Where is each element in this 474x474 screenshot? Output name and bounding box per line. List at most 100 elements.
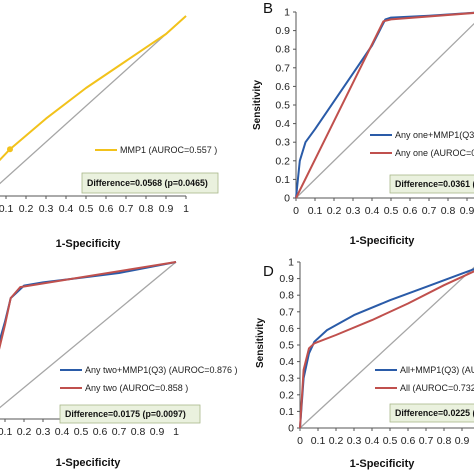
x-tick-label: 0 bbox=[293, 205, 299, 217]
x-tick-label: 0.3 bbox=[346, 205, 361, 217]
panel-letter: B bbox=[263, 0, 273, 17]
x-tick-label: 0.9 bbox=[159, 203, 174, 215]
legend: All+MMP1(Q3) (AURO All (AUROC=0.732) bbox=[375, 365, 474, 393]
x-axis-title: 1-Specificity bbox=[56, 238, 122, 250]
difference-box bbox=[389, 174, 474, 194]
y-tick-label: 1 bbox=[288, 257, 294, 269]
x-tick-label: 0.3 bbox=[36, 426, 51, 438]
panel-a: 0.1 0.2 0.3 0.4 0.5 0.6 0.7 0.8 0.9 1 MMP1 (AUROC=… bbox=[0, 15, 219, 250]
x-tick-label: 0.6 bbox=[403, 205, 418, 217]
y-tick-label: 0.7 bbox=[275, 62, 290, 74]
x-tick-label: 0.4 bbox=[59, 203, 74, 215]
legend-label: Any two (AUROC=0.858 ) bbox=[85, 383, 188, 393]
x-tick-label: 0.5 bbox=[79, 203, 94, 215]
reference-diagonal bbox=[295, 22, 474, 199]
legend-label: Any two+MMP1(Q3) (AUROC=0.876 ) bbox=[85, 365, 238, 375]
x-tick-label: 0.6 bbox=[99, 203, 114, 215]
y-tick-label: 0.2 bbox=[279, 389, 294, 401]
x-tick-label: 0.9 bbox=[150, 426, 165, 438]
y-tick-label: 0.6 bbox=[279, 323, 294, 335]
y-tick-label: 0 bbox=[284, 193, 290, 205]
series-line-1 bbox=[299, 268, 474, 429]
x-tick-label: 0.1 bbox=[0, 426, 12, 438]
x-tick-label: 0.8 bbox=[131, 426, 146, 438]
x-tick-label: 0.8 bbox=[437, 435, 452, 447]
series-point bbox=[7, 146, 13, 153]
legend-label: MMP1 (AUROC=0.557 ) bbox=[120, 145, 217, 155]
x-tick-label: 0.1 bbox=[311, 435, 326, 447]
y-tick-label: 0.8 bbox=[279, 290, 294, 302]
difference-label: Difference=0.0225 (p=0.0 bbox=[395, 408, 474, 418]
y-tick-label: 0.3 bbox=[279, 373, 294, 385]
x-tick-label: 0.5 bbox=[383, 435, 398, 447]
y-tick-label: 0.3 bbox=[275, 137, 290, 149]
x-tick-label: 0.4 bbox=[365, 435, 380, 447]
x-tick-label: 0.6 bbox=[93, 426, 108, 438]
reference-diagonal bbox=[0, 15, 187, 185]
x-tick-label: 0.3 bbox=[347, 435, 362, 447]
x-tick-label: 0.4 bbox=[55, 426, 70, 438]
x-tick-label: 0.7 bbox=[119, 203, 134, 215]
x-tick-label: 0.9 bbox=[455, 435, 470, 447]
legend: Any one+MMP1(Q3 Any one (AUROC=0. bbox=[370, 130, 474, 158]
panel-d: 0 0.1 0.2 0.3 0.4 0.5 0.6 0.7 0.8 0.900.10.20.30.… bbox=[255, 257, 474, 470]
legend-label: All+MMP1(Q3) (AURO bbox=[400, 365, 474, 375]
difference-label: Difference=0.0568 (p=0.0465) bbox=[87, 178, 208, 188]
series-line-2 bbox=[0, 261, 177, 350]
difference-label: Difference=0.0361 (p=0. bbox=[395, 179, 474, 189]
y-tick-label: 0.5 bbox=[275, 100, 290, 112]
y-tick-label: 0.9 bbox=[279, 273, 294, 285]
x-tick-label: 0.2 bbox=[329, 435, 344, 447]
y-tick-label: 0.1 bbox=[275, 174, 290, 186]
x-tick-label: 0.5 bbox=[74, 426, 89, 438]
y-tick-label: 0.8 bbox=[275, 44, 290, 56]
x-tick-label: 0.2 bbox=[17, 426, 32, 438]
legend-label: Any one (AUROC=0. bbox=[395, 148, 474, 158]
x-tick-label: 0.9 bbox=[460, 205, 474, 217]
y-tick-label: 0.1 bbox=[279, 406, 294, 418]
x-axis-title: 1-Specificity bbox=[350, 458, 416, 470]
y-tick-label: 0.6 bbox=[275, 81, 290, 93]
x-axis-title: 1-Specificity bbox=[56, 457, 122, 469]
reference-diagonal bbox=[299, 266, 474, 429]
panel-letter: D bbox=[263, 263, 274, 280]
difference-box bbox=[389, 403, 474, 423]
x-tick-label: 0.1 bbox=[308, 205, 323, 217]
legend: MMP1 (AUROC=0.557 ) bbox=[95, 145, 217, 155]
series-line-2 bbox=[295, 11, 474, 199]
x-axis-title: 1-Specificity bbox=[350, 235, 416, 247]
x-tick-label: 0.2 bbox=[19, 203, 34, 215]
legend-label: All (AUROC=0.732) bbox=[400, 383, 474, 393]
panel-c: 0.1 0.2 0.3 0.4 0.5 0.6 0.7 0.8 0.9 1 Any two+MMP1… bbox=[0, 261, 238, 469]
y-tick-label: 0 bbox=[288, 423, 294, 435]
y-tick-label: 0.4 bbox=[279, 356, 294, 368]
y-tick-label: 0.5 bbox=[279, 340, 294, 352]
x-tick-label: 0.8 bbox=[139, 203, 154, 215]
y-tick-label: 1 bbox=[284, 7, 290, 19]
y-tick-label: 0.2 bbox=[275, 155, 290, 167]
difference-box bbox=[59, 404, 201, 424]
series-line-1 bbox=[295, 11, 474, 199]
x-tick-label: 1 bbox=[173, 426, 179, 438]
x-tick-label: 0.5 bbox=[384, 205, 399, 217]
y-tick-label: 0.9 bbox=[275, 25, 290, 37]
x-tick-label: 0.2 bbox=[327, 205, 342, 217]
x-tick-label: 0.7 bbox=[419, 435, 434, 447]
panel-b: 0 0.1 0.2 0.3 0.4 0.5 0.6 0.7 0.8 0.9 0 0.1 0.2 0.3 0.… bbox=[252, 0, 474, 247]
x-tick-label: 0.1 bbox=[0, 203, 13, 215]
difference-box bbox=[81, 172, 219, 194]
y-axis-title: Sensitivity bbox=[252, 80, 263, 130]
x-tick-label: 0.4 bbox=[365, 205, 380, 217]
difference-label: Difference=0.0175 (p=0.0097) bbox=[65, 409, 186, 419]
x-tick-label: 1 bbox=[183, 203, 189, 215]
x-tick-label: 0 bbox=[297, 435, 303, 447]
y-tick-label: 0.7 bbox=[279, 306, 294, 318]
legend-label: Any one+MMP1(Q3 bbox=[395, 130, 474, 140]
series-line-2 bbox=[299, 270, 474, 429]
legend: Any two+MMP1(Q3) (AUROC=0.876 ) Any two (… bbox=[60, 365, 238, 393]
y-tick-label: 0.4 bbox=[275, 118, 290, 130]
series-line-1 bbox=[0, 261, 177, 343]
x-tick-label: 0.6 bbox=[401, 435, 416, 447]
y-axis-title: Sensitivity bbox=[255, 318, 266, 368]
